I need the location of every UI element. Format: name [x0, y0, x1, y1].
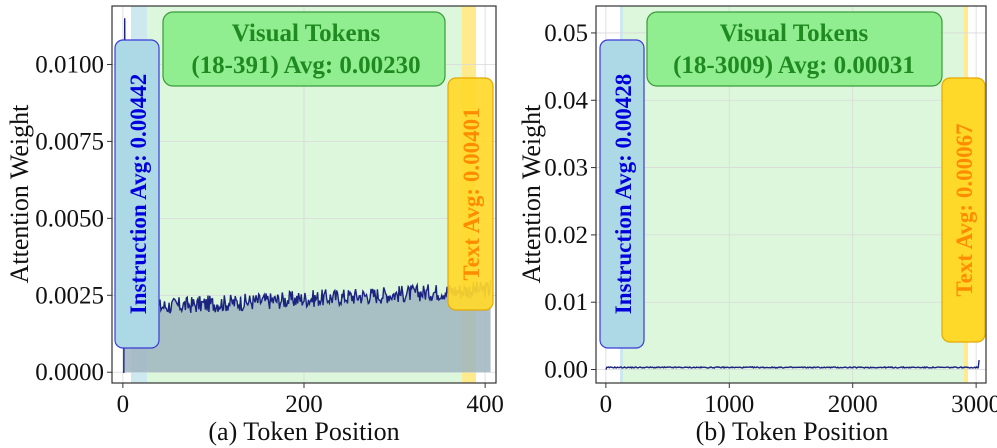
- y-axis-label-b: Attention Weight: [517, 104, 546, 283]
- instruction-label-b: Instruction Avg: 0.00428: [611, 74, 636, 314]
- x-tick-label: 0: [600, 391, 613, 418]
- y-tick-label: 0.00: [544, 357, 588, 384]
- x-tick-label: 3000: [951, 391, 997, 418]
- attention-line-a: [122, 18, 492, 373]
- text-label-a: Text Avg: 0.00401: [459, 107, 484, 280]
- y-tick-label: 0.02: [544, 222, 588, 249]
- x-ticks-b: 0 1000 2000 3000: [600, 383, 997, 418]
- y-tick-label: 0.0000: [35, 359, 104, 386]
- x-tick-label: 2000: [828, 391, 878, 418]
- y-ticks-b: 0.00 0.01 0.02 0.03 0.04 0.05: [544, 20, 596, 384]
- axes-frame-b: [595, 5, 987, 384]
- visual-title-a: Visual Tokens: [232, 20, 381, 47]
- y-tick-label: 0.03: [544, 155, 588, 182]
- visual-box-a: [162, 11, 446, 87]
- y-tick-label: 0.01: [544, 289, 588, 316]
- x-tick-label: 0: [117, 391, 130, 418]
- x-tick-label: 1000: [704, 391, 754, 418]
- panel-a: 0.0000 0.0025 0.0050 0.0075 0.0100 0 200 400 I…: [5, 5, 504, 446]
- attention-line-b: [605, 360, 980, 370]
- x-tick-label: 200: [285, 391, 323, 418]
- visual-title-b: Visual Tokens: [720, 20, 869, 47]
- x-axis-label-b: (b) Token Position: [696, 417, 889, 446]
- panel-b: 0.00 0.01 0.02 0.03 0.04 0.05 0 1000 2000 3000 I…: [517, 5, 997, 446]
- instruction-label-a: Instruction Avg: 0.00442: [126, 74, 151, 314]
- text-box-b: [941, 77, 986, 343]
- y-tick-label: 0.0075: [35, 128, 104, 155]
- visual-label-b: (18-3009) Avg: 0.00031: [673, 52, 915, 79]
- y-tick-label: 0.0025: [35, 282, 104, 309]
- y-tick-label: 0.05: [544, 20, 588, 47]
- visual-box-b: [646, 11, 943, 87]
- text-box-a: [447, 77, 494, 311]
- y-ticks-a: 0.0000 0.0025 0.0050 0.0075 0.0100: [35, 51, 112, 386]
- instruction-box-a: [114, 39, 160, 349]
- x-axis-label-a: (a) Token Position: [208, 417, 399, 446]
- y-tick-label: 0.0050: [35, 205, 104, 232]
- y-tick-label: 0.0100: [35, 51, 104, 78]
- instruction-box-b: [599, 39, 645, 349]
- attention-area-a: [122, 18, 491, 373]
- visual-label-a: (18-391) Avg: 0.00230: [191, 52, 420, 79]
- y-tick-label: 0.04: [544, 87, 588, 114]
- text-label-b: Text Avg: 0.00067: [952, 123, 977, 296]
- x-tick-label: 400: [466, 391, 504, 418]
- y-axis-label-a: Attention Weight: [5, 104, 34, 283]
- x-ticks-a: 0 200 400: [117, 383, 504, 418]
